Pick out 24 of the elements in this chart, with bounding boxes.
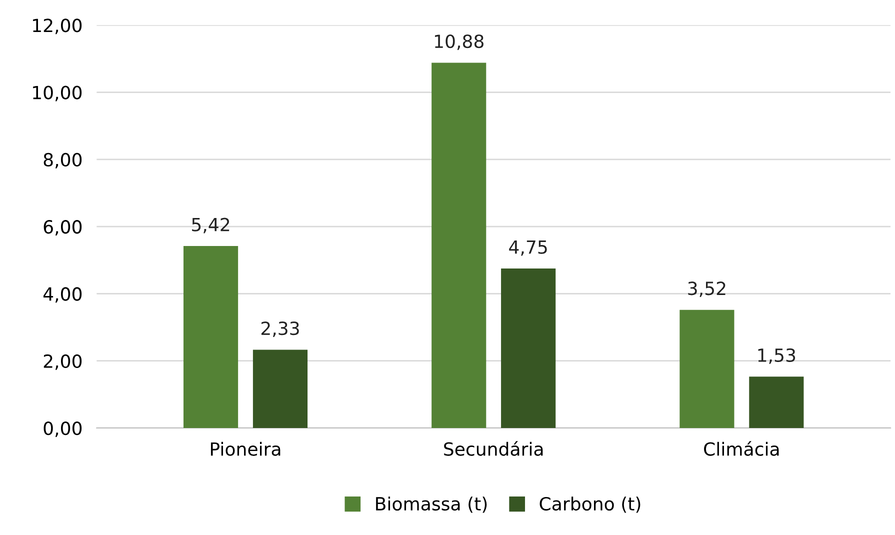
y-tick-label: 6,00 xyxy=(44,220,82,236)
bar xyxy=(252,350,308,428)
legend-label: Carbono (t) xyxy=(540,496,640,513)
bar xyxy=(680,310,734,428)
bar xyxy=(432,62,486,428)
y-tick-label: 10,00 xyxy=(33,86,82,102)
data-label: 2,33 xyxy=(261,322,299,338)
data-label: 4,75 xyxy=(509,240,547,256)
legend-label: Biomassa (t) xyxy=(376,496,487,513)
data-label: 3,52 xyxy=(688,282,726,298)
bar xyxy=(183,246,238,428)
x-tick-label: Pioneira xyxy=(210,442,280,456)
bar xyxy=(501,268,556,428)
y-tick-label: 2,00 xyxy=(44,354,82,370)
y-tick-label: 12,00 xyxy=(33,18,82,34)
y-tick-label: 0,00 xyxy=(44,421,82,437)
data-label: 1,53 xyxy=(758,348,796,364)
y-tick-label: 4,00 xyxy=(43,287,82,303)
data-label: 10,88 xyxy=(435,34,484,50)
bar xyxy=(749,376,804,428)
data-label: 5,42 xyxy=(192,218,230,234)
x-tick-label: Secundária xyxy=(444,441,543,456)
y-tick-label: 8,00 xyxy=(44,152,82,168)
x-tick-label: Climácia xyxy=(704,441,779,456)
